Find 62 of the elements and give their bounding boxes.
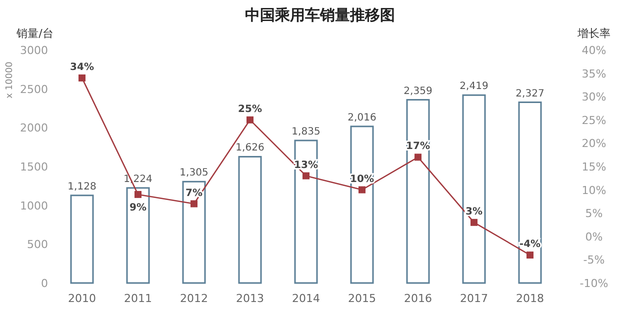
y-tick-label: 0 (41, 277, 48, 290)
y-tick-label: 2500 (20, 82, 48, 96)
data-label: 25% (238, 104, 262, 115)
y2-tick-label: 30% (582, 90, 606, 104)
bar (350, 126, 374, 284)
bar (182, 180, 206, 284)
y-axis-title: 销量/台 (16, 27, 54, 40)
data-label: 1,128 (68, 181, 96, 192)
y2-tick-label: 40% (582, 44, 606, 57)
y2-tick-label: -5% (583, 254, 605, 267)
point (414, 154, 422, 161)
data-label: 2,419 (460, 81, 488, 92)
x-tick-label: 2018 (516, 292, 544, 305)
bar (294, 140, 318, 284)
x-tick-label: 2011 (124, 292, 152, 305)
point (302, 172, 310, 180)
x-tick-label: 2010 (68, 292, 96, 305)
y2-axis-title: 增长率 (576, 27, 610, 40)
y2-tick-label: 35% (582, 67, 606, 80)
point (78, 74, 86, 82)
chart-title: 中国乘用车销量推移图 (245, 6, 395, 24)
y-tick-label: 500 (27, 238, 48, 252)
bar (70, 194, 94, 284)
data-label: 2,327 (516, 88, 544, 100)
point (246, 116, 254, 124)
x-tick-label: 2013 (236, 292, 264, 305)
point (526, 252, 534, 259)
data-label: 1,835 (292, 126, 320, 138)
data-label: 9% (130, 202, 146, 214)
x-tick-label: 2017 (460, 292, 488, 305)
data-label: 2,359 (404, 86, 432, 97)
y2-tick-label: 0% (585, 230, 603, 244)
y-tick-label: 2000 (20, 122, 48, 135)
data-label: 34% (70, 62, 94, 73)
data-label: 1,626 (236, 142, 264, 154)
data-label: 3% (466, 206, 482, 218)
point (190, 200, 198, 208)
y2-tick-label: 20% (582, 137, 606, 150)
data-label: 1,305 (180, 168, 208, 179)
y-tick-label: 1500 (20, 160, 48, 174)
y2-tick-label: 10% (582, 184, 606, 197)
point (134, 190, 142, 198)
x-tick-label: 2014 (292, 292, 320, 305)
y2-tick-label: 15% (582, 160, 606, 174)
x-tick-label: 2015 (348, 292, 376, 305)
bar (238, 156, 262, 284)
bar (518, 102, 542, 284)
data-label: -4% (519, 239, 541, 250)
text: x 10000 (5, 61, 15, 98)
bar (406, 99, 430, 284)
y2-tick-label: 25% (582, 114, 606, 127)
y2-tick-label: -10% (580, 277, 608, 290)
point (470, 218, 478, 226)
y2-tick-label: 5% (585, 207, 603, 220)
data-label: 2,016 (348, 112, 376, 124)
point (358, 186, 366, 194)
bar (126, 187, 150, 284)
y-tick-label: 3000 (20, 44, 48, 57)
bar (462, 94, 486, 284)
y-tick-label: 1000 (20, 199, 48, 212)
x-tick-label: 2012 (180, 292, 208, 305)
x-tick-label: 2016 (404, 292, 432, 305)
